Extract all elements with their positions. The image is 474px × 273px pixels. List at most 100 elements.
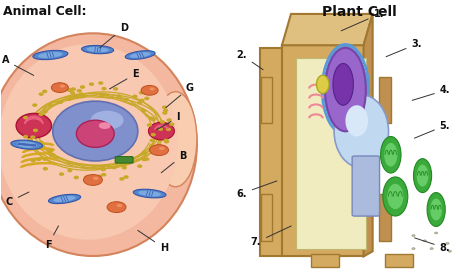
FancyBboxPatch shape — [380, 76, 391, 123]
Ellipse shape — [130, 52, 151, 58]
Circle shape — [51, 83, 68, 93]
Text: A: A — [2, 55, 34, 75]
Circle shape — [24, 136, 27, 138]
Circle shape — [117, 204, 122, 207]
Circle shape — [145, 158, 149, 160]
Ellipse shape — [86, 47, 109, 52]
FancyBboxPatch shape — [311, 254, 338, 267]
Circle shape — [120, 178, 124, 180]
Circle shape — [161, 121, 164, 123]
Circle shape — [430, 248, 433, 250]
Text: 4.: 4. — [412, 85, 450, 100]
Ellipse shape — [334, 95, 389, 168]
Circle shape — [164, 109, 167, 111]
FancyBboxPatch shape — [115, 157, 133, 163]
Text: 5.: 5. — [414, 121, 450, 138]
Ellipse shape — [138, 191, 161, 196]
Circle shape — [166, 128, 170, 130]
FancyBboxPatch shape — [261, 76, 272, 123]
Circle shape — [43, 158, 47, 160]
Circle shape — [102, 88, 106, 90]
Circle shape — [124, 176, 128, 178]
Circle shape — [159, 147, 165, 150]
Circle shape — [102, 174, 106, 176]
Circle shape — [60, 173, 64, 175]
Ellipse shape — [381, 136, 401, 173]
Text: 2.: 2. — [237, 50, 263, 70]
FancyBboxPatch shape — [380, 194, 391, 241]
Text: F: F — [45, 226, 58, 250]
Circle shape — [34, 129, 37, 132]
Circle shape — [151, 118, 155, 121]
Circle shape — [140, 99, 144, 102]
FancyBboxPatch shape — [261, 194, 272, 241]
Ellipse shape — [0, 44, 178, 240]
Circle shape — [86, 176, 90, 178]
Ellipse shape — [383, 177, 408, 216]
Circle shape — [51, 155, 55, 157]
Circle shape — [59, 101, 63, 103]
Circle shape — [83, 174, 102, 185]
Circle shape — [412, 235, 415, 236]
Text: I: I — [157, 112, 180, 130]
Circle shape — [72, 88, 75, 90]
Ellipse shape — [317, 75, 329, 93]
Circle shape — [167, 119, 171, 121]
Ellipse shape — [17, 141, 37, 148]
Circle shape — [446, 242, 449, 244]
Circle shape — [163, 112, 167, 114]
Text: H: H — [138, 230, 168, 253]
Circle shape — [159, 151, 163, 153]
Circle shape — [71, 96, 74, 98]
Circle shape — [81, 86, 84, 88]
Circle shape — [44, 168, 47, 170]
Circle shape — [150, 139, 154, 141]
Circle shape — [31, 160, 35, 162]
Circle shape — [37, 158, 40, 161]
Circle shape — [147, 124, 151, 126]
Polygon shape — [282, 14, 373, 45]
Circle shape — [48, 104, 52, 106]
Circle shape — [31, 136, 35, 138]
Text: 8.: 8. — [415, 238, 450, 253]
Circle shape — [90, 83, 93, 85]
Ellipse shape — [155, 92, 197, 187]
Circle shape — [159, 128, 163, 130]
Circle shape — [150, 144, 154, 147]
Circle shape — [150, 87, 155, 90]
Circle shape — [68, 89, 72, 91]
Ellipse shape — [11, 140, 43, 149]
Ellipse shape — [148, 122, 174, 140]
Text: E: E — [109, 69, 139, 89]
Ellipse shape — [53, 196, 76, 202]
Circle shape — [142, 152, 146, 154]
Circle shape — [49, 150, 53, 152]
Text: 3.: 3. — [386, 39, 422, 57]
Circle shape — [49, 154, 53, 156]
FancyBboxPatch shape — [352, 156, 380, 216]
Circle shape — [60, 85, 65, 88]
Circle shape — [43, 111, 47, 113]
Polygon shape — [364, 14, 373, 256]
Circle shape — [98, 175, 102, 177]
Circle shape — [139, 92, 143, 94]
Ellipse shape — [82, 45, 114, 54]
Circle shape — [448, 250, 451, 252]
Text: Plant Cell: Plant Cell — [322, 5, 397, 19]
Circle shape — [33, 104, 36, 106]
Circle shape — [412, 248, 415, 250]
Ellipse shape — [387, 184, 403, 209]
Circle shape — [164, 141, 168, 143]
Ellipse shape — [346, 105, 368, 136]
Circle shape — [150, 145, 169, 156]
Circle shape — [77, 90, 81, 92]
Ellipse shape — [0, 33, 197, 256]
Text: C: C — [6, 192, 29, 207]
Circle shape — [67, 98, 71, 100]
Circle shape — [68, 170, 72, 172]
Circle shape — [164, 139, 168, 141]
Text: 7.: 7. — [251, 226, 291, 247]
Text: 1.: 1. — [341, 9, 384, 31]
Text: Animal Cell:: Animal Cell: — [3, 5, 87, 18]
Ellipse shape — [76, 120, 114, 147]
